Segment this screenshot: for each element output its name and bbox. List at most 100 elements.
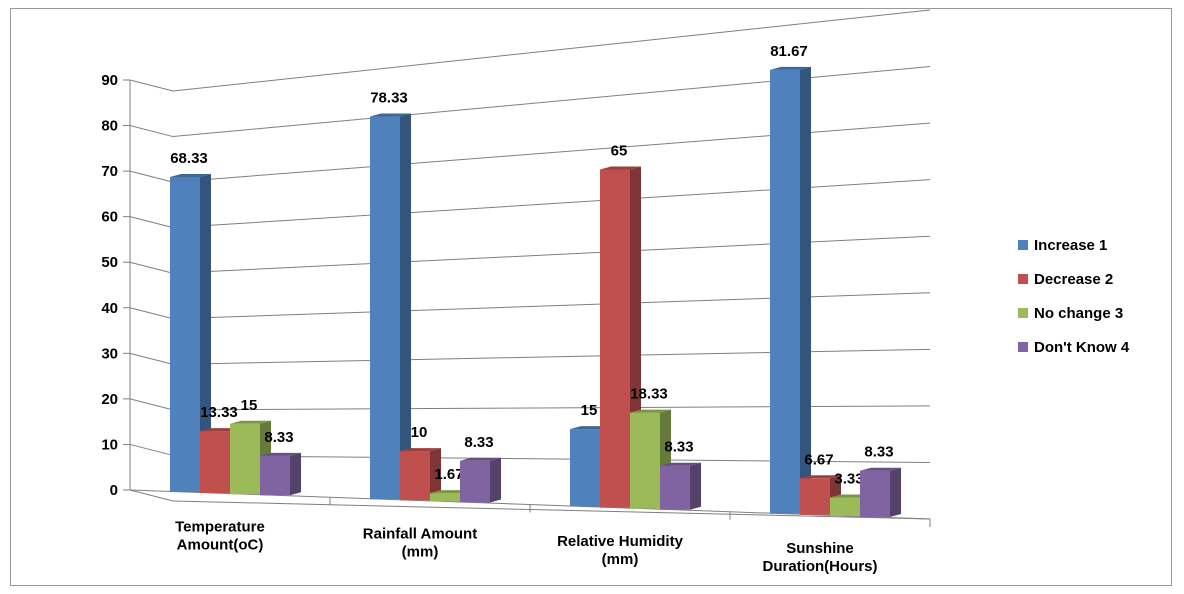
data-label: 3.33	[834, 471, 863, 488]
bar-side	[290, 452, 301, 496]
bar-side	[430, 448, 441, 501]
x-category-label: Sunshine Duration(Hours)	[763, 540, 878, 575]
gridline-side	[129, 443, 174, 456]
data-label: 18.33	[630, 386, 668, 403]
bar-side	[400, 113, 411, 500]
gridline-side	[129, 170, 174, 183]
data-label: 78.33	[370, 90, 408, 107]
bar	[430, 493, 460, 502]
data-label: 8.33	[264, 429, 293, 446]
x-category-label-line: Amount(oC)	[177, 536, 264, 553]
bar-top	[660, 462, 701, 466]
gridline	[172, 179, 931, 229]
y-tick-label: 70	[101, 163, 118, 180]
gridline-side	[129, 307, 174, 320]
legend-label: Increase 1	[1034, 237, 1107, 254]
data-label: 8.33	[664, 439, 693, 456]
gridline	[172, 235, 931, 274]
bar	[370, 116, 400, 500]
data-label: 15	[241, 397, 258, 414]
bar	[800, 478, 830, 515]
data-label: 15	[581, 402, 598, 419]
bar-top	[770, 66, 811, 70]
bar-side	[200, 173, 211, 492]
data-label: 81.67	[770, 43, 808, 60]
gridline-side	[129, 398, 174, 411]
bar-side	[890, 467, 901, 518]
data-label: 8.33	[864, 444, 893, 461]
x-category-label-line: Sunshine	[786, 540, 854, 557]
data-label: 1.67	[434, 466, 463, 483]
x-axis-floor	[129, 489, 931, 527]
bar-top	[600, 166, 641, 170]
y-tick-label: 20	[101, 391, 118, 408]
bar-top	[230, 420, 271, 424]
x-category-label-line: (mm)	[402, 544, 439, 561]
x-category-label: Rainfall Amount (mm)	[363, 526, 477, 561]
x-category-label: Relative Humidity (mm)	[557, 533, 684, 568]
legend-label: Don't Know 4	[1034, 339, 1130, 356]
y-tick-label: 60	[101, 209, 118, 226]
bar	[170, 176, 200, 492]
bar-top	[260, 452, 301, 456]
x-category-label-line: Rainfall Amount	[363, 526, 477, 543]
bar-top	[630, 409, 671, 413]
gridline	[172, 66, 931, 138]
gridline	[172, 122, 931, 183]
y-tick-label: 50	[101, 254, 118, 271]
y-tick-label: 40	[101, 300, 118, 317]
gridline	[172, 292, 931, 320]
bar-top	[860, 467, 901, 471]
legend-label: Decrease 2	[1034, 271, 1113, 288]
gridline	[172, 405, 931, 411]
bar-side	[690, 462, 701, 510]
gridline-side	[129, 125, 174, 138]
legend-swatch	[1018, 342, 1028, 352]
gridline-side	[129, 216, 174, 229]
bar-top	[460, 457, 501, 461]
y-tick-label: 10	[101, 436, 118, 453]
x-category-label-line: Relative Humidity	[557, 533, 684, 550]
bar	[600, 169, 630, 508]
bar	[830, 497, 860, 516]
bar-top	[370, 113, 411, 117]
data-label: 8.33	[464, 434, 493, 451]
data-label: 68.33	[170, 150, 208, 167]
bar	[660, 465, 690, 510]
legend-label: No change 3	[1034, 305, 1123, 322]
bar	[860, 470, 890, 518]
bar-top	[400, 448, 441, 452]
legend-swatch	[1018, 240, 1028, 250]
y-tick-label: 80	[101, 118, 118, 135]
bar	[630, 412, 660, 509]
data-label: 6.67	[804, 451, 833, 468]
bar-side	[490, 457, 501, 503]
data-label: 65	[611, 142, 628, 159]
bar	[200, 431, 230, 494]
x-category-label-line: Temperature	[175, 518, 265, 535]
x-category-label-line: (mm)	[602, 551, 639, 568]
gridline-side	[129, 79, 174, 92]
bar	[570, 429, 600, 507]
gridline	[172, 348, 931, 365]
gridline-side	[129, 489, 174, 502]
x-category-label-line: Duration(Hours)	[763, 558, 878, 575]
bar	[400, 451, 430, 501]
legend-swatch	[1018, 274, 1028, 284]
data-label: 13.33	[200, 404, 238, 421]
y-tick-label: 90	[101, 72, 118, 89]
bar	[230, 423, 260, 495]
bar	[460, 460, 490, 503]
gridline	[172, 9, 931, 92]
bar-side	[800, 66, 811, 514]
bar	[260, 455, 290, 496]
x-category-label: Temperature Amount(oC)	[175, 518, 265, 553]
gridline-side	[129, 261, 174, 274]
gridline-side	[129, 352, 174, 365]
bar	[770, 69, 800, 514]
y-tick-label: 30	[101, 345, 118, 362]
data-label: 10	[411, 424, 428, 441]
bar-top	[800, 475, 841, 479]
y-tick-label: 0	[110, 482, 118, 499]
